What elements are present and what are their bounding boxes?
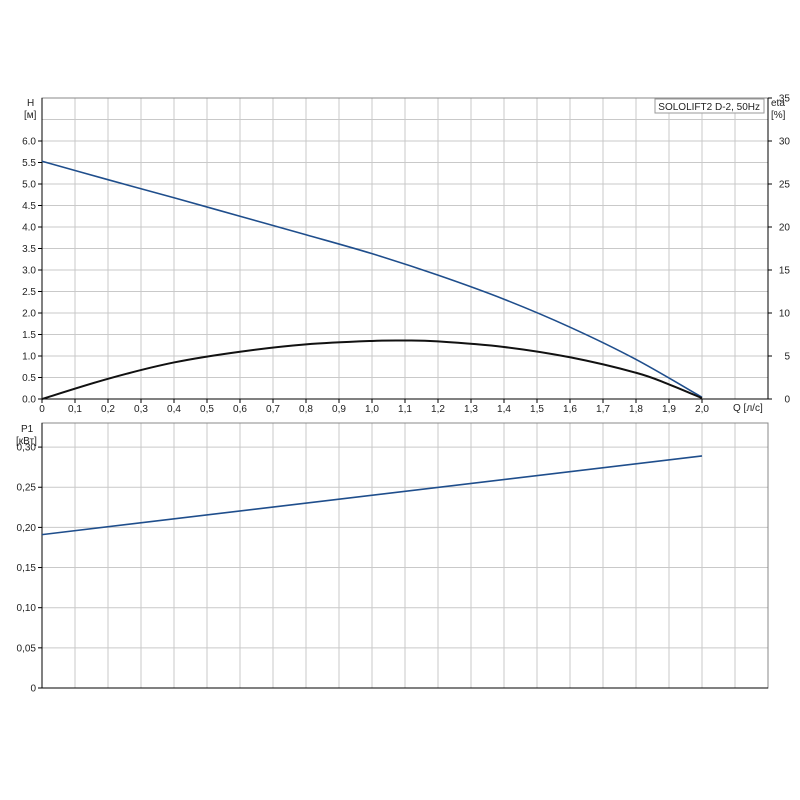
bottom-chart-grid [42,423,768,688]
top-x-tick-label: 1,3 [464,404,478,415]
bottom-y-tick-label: 0,15 [17,563,37,574]
top-y-tick-labels: 0.0 0.5 1.0 1.5 2.0 2.5 3.0 3.5 4.0 4.5 5.0 5.5 6.0 [22,137,42,406]
top-x-tick-label: 1,6 [563,404,577,415]
top-x-tick-label: 0,6 [233,404,247,415]
top-x-tick-label: 0,9 [332,404,346,415]
y-axis-label-p1: P1 [21,424,34,435]
top-y-tick-label: 2.0 [22,309,36,320]
bottom-y-tick-label: 0,30 [17,443,37,454]
top-x-tick-label: 0,7 [266,404,280,415]
top-x-tick-label: 0,8 [299,404,313,415]
top-y-tick-label: 4.5 [22,201,36,212]
bottom-y-tick-label: 0,20 [17,523,37,534]
y-axis-unit-p1: [кВт] [16,436,37,447]
top-x-tick-label: 1,4 [497,404,511,415]
top-x-tick-label: 0,3 [134,404,148,415]
top-eta-tick-label: 15 [779,266,791,277]
y-axis-unit-eta: [%] [771,110,786,121]
top-y-tick-label: 0.0 [22,395,36,406]
bottom-y-tick-label: 0,05 [17,643,37,654]
top-y-tick-label: 1.0 [22,352,36,363]
top-y-tick-label: 5.5 [22,158,36,169]
top-x-tick-label: 1,2 [431,404,445,415]
top-y-tick-label: 1.5 [22,330,36,341]
bottom-chart-series [41,455,703,536]
top-y-tick-label: 6.0 [22,137,36,148]
bottom-y-tick-label: 0 [30,684,36,695]
bottom-y-tick-label: 0,25 [17,483,37,494]
bottom-series-line-1 [41,455,703,536]
bottom-chart-panel: 0 0,05 0,10 0,15 0,20 0,25 0,30 P1 [кВт] [16,422,769,695]
top-eta-tick-label: 25 [779,180,791,191]
top-series-line-2 [41,339,703,400]
top-y-tick-label: 3.5 [22,244,36,255]
x-axis-label-q: Q [л/с] [733,403,763,414]
top-y-tick-label: 3.0 [22,266,36,277]
top-x-tick-label: 1,8 [629,404,643,415]
top-x-tick-label: 1,0 [365,404,379,415]
y-axis-label-h: H [27,98,34,109]
top-x-tick-label: 0,2 [101,404,115,415]
top-x-tick-label: 1,1 [398,404,412,415]
top-chart-panel: 0 0,1 0,2 0,3 0,4 0,5 0,6 0,7 0,8 0,9 1,0 1,1 1,2 1,3… [22,94,790,416]
top-y-tick-label: 4.0 [22,223,36,234]
top-eta-tick-label: 0 [784,395,790,406]
top-x-tick-label: 0,1 [68,404,82,415]
top-x-tick-label: 1,7 [596,404,610,415]
top-eta-tick-label: 10 [779,309,791,320]
top-x-tick-label: 2,0 [695,404,709,415]
top-eta-tick-label: 35 [779,94,791,105]
top-eta-tick-label: 30 [779,137,791,148]
top-eta-tick-label: 5 [784,352,790,363]
top-eta-tick-label: 20 [779,223,791,234]
top-series-line-1 [41,160,703,398]
top-x-tick-label: 0 [39,404,45,415]
top-y-tick-label: 0.5 [22,373,36,384]
top-x-tick-label: 0,4 [167,404,181,415]
top-x-tick-labels: 0 0,1 0,2 0,3 0,4 0,5 0,6 0,7 0,8 0,9 1,0 1,1 1,2 1,3… [39,399,709,415]
y-axis-label-eta: eta [771,98,785,109]
top-chart-series [41,160,703,400]
top-x-tick-label: 1,5 [530,404,544,415]
chart-title-box [654,98,765,114]
top-chart-grid [42,98,768,399]
y-axis-unit-h: [м] [24,110,37,121]
chart-title: SOLOLIFT2 D-2, 50Hz [658,102,760,113]
top-x-tick-label: 0,5 [200,404,214,415]
top-y-tick-label: 2.5 [22,287,36,298]
top-x-tick-label: 1,9 [662,404,676,415]
bottom-y-tick-label: 0,10 [17,603,37,614]
top-y-tick-label: 5.0 [22,180,36,191]
bottom-y-tick-labels: 0 0,05 0,10 0,15 0,20 0,25 0,30 [17,443,42,695]
top-eta-tick-labels: 0 5 10 15 20 25 30 35 [768,94,790,406]
